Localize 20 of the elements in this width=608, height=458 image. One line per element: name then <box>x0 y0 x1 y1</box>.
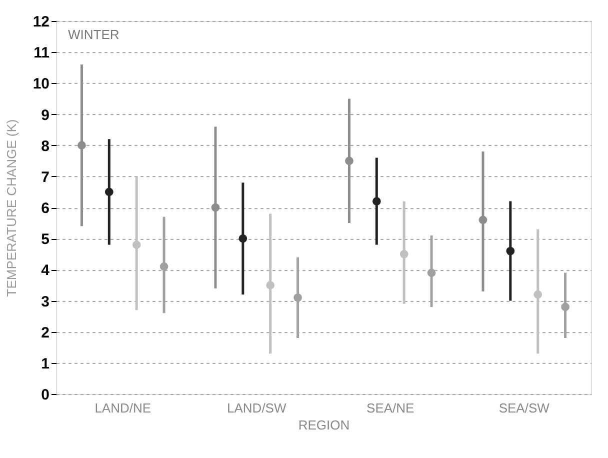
annotation: WINTER <box>68 27 120 42</box>
y-tick-label: 0 <box>41 386 50 404</box>
y-tick-label: 6 <box>41 200 50 217</box>
y-tick-label: 11 <box>34 44 50 62</box>
x-tick-label: SEA/SW <box>498 400 550 416</box>
x-tick-label: LAND/SW <box>227 400 287 416</box>
y-tick-label: 10 <box>32 76 50 93</box>
y-tick-label: 1 <box>41 355 50 372</box>
y-tick-label: 3 <box>41 293 50 310</box>
y-axis-title: TEMPERATURE CHANGE (K) <box>4 119 19 297</box>
y-tick-label: 2 <box>41 324 50 342</box>
x-tick-label: LAND/NE <box>94 400 152 416</box>
y-tick-label: 7 <box>41 168 50 186</box>
y-tick-label: 9 <box>41 106 50 124</box>
x-tick-label: SEA/NE <box>366 400 415 416</box>
y-tick-label: 4 <box>41 262 50 280</box>
x-axis-title: REGION <box>298 418 350 432</box>
y-tick-label: 12 <box>32 14 50 30</box>
y-tick-label: 5 <box>41 231 50 248</box>
y-tick-label: 8 <box>41 138 50 155</box>
